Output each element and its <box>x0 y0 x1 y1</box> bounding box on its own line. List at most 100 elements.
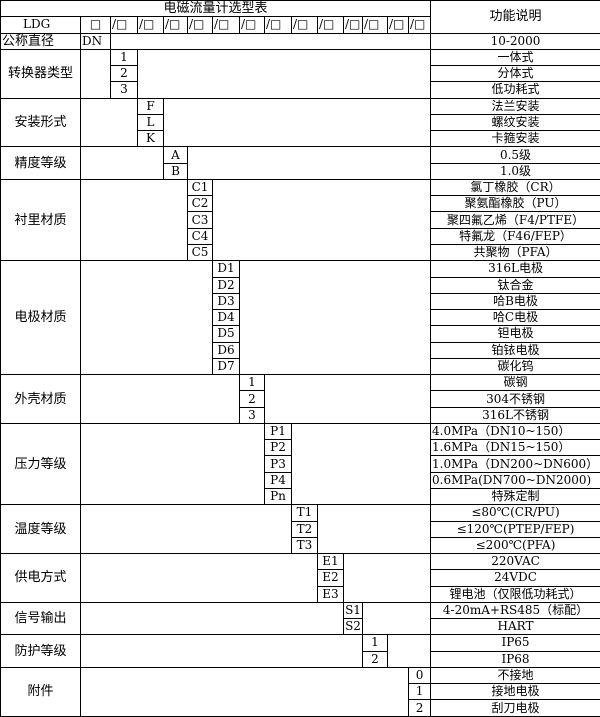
option-code: F <box>138 98 164 114</box>
option-code: K <box>138 131 164 147</box>
model-prefix: LDG <box>1 17 81 33</box>
blank-cell <box>344 554 431 603</box>
option-code: C4 <box>188 228 213 244</box>
option-code: C5 <box>188 244 213 260</box>
option-code: T2 <box>292 521 318 537</box>
option-code: D1 <box>213 261 240 277</box>
option-code: L <box>138 114 164 130</box>
model-segment-box: /□ <box>240 17 265 33</box>
option-description: ≤80℃(CR/PU) <box>431 505 600 521</box>
group-label: 附件 <box>1 667 81 716</box>
blank-cell <box>111 33 431 49</box>
model-segment-box: /□ <box>292 17 318 33</box>
option-description: 4-20mA+RS485（标配） <box>431 602 600 618</box>
option-code: 0 <box>409 667 431 683</box>
option-description: 304不锈钢 <box>431 391 600 407</box>
blank-cell <box>81 179 188 260</box>
group-label: 电极材质 <box>1 261 81 375</box>
blank-cell <box>81 602 344 635</box>
model-box: □ <box>81 17 111 33</box>
option-code: 2 <box>363 651 388 667</box>
blank-cell <box>240 261 431 375</box>
model-segment-box: /□ <box>388 17 409 33</box>
group-label: 精度等级 <box>1 147 81 180</box>
group-label: 信号输出 <box>1 602 81 635</box>
option-code: 3 <box>111 82 138 98</box>
nominal-label: 公称直径 <box>1 33 81 49</box>
function-header: 功能说明 <box>431 1 600 34</box>
group-label: 压力等级 <box>1 423 81 504</box>
option-code: B <box>164 163 188 179</box>
option-code: C2 <box>188 196 213 212</box>
option-code: E3 <box>318 586 344 602</box>
group-label: 温度等级 <box>1 505 81 554</box>
group-label: 衬里材质 <box>1 179 81 260</box>
option-code: Pn <box>265 488 292 504</box>
option-code: D3 <box>213 293 240 309</box>
option-description: 316L电极 <box>431 261 600 277</box>
group-label: 外壳材质 <box>1 375 81 424</box>
blank-cell <box>388 635 431 668</box>
nominal-row: 公称直径 DN 10-2000 <box>1 33 600 49</box>
blank-cell <box>81 505 292 554</box>
model-segment-box: /□ <box>111 17 138 33</box>
option-code: D5 <box>213 326 240 342</box>
model-segment-box: /□ <box>188 17 213 33</box>
blank-cell <box>81 98 138 147</box>
option-description: 锂电池（仅限低功耗式） <box>431 586 600 602</box>
blank-cell <box>265 375 431 424</box>
option-code: T3 <box>292 537 318 553</box>
option-description: HART <box>431 619 600 635</box>
option-code: 2 <box>240 391 265 407</box>
option-description: 220VAC <box>431 554 600 570</box>
option-description: 一体式 <box>431 49 600 65</box>
option-description: 哈B电极 <box>431 293 600 309</box>
blank-cell <box>188 147 431 180</box>
blank-cell <box>81 423 265 504</box>
option-description: IP68 <box>431 651 600 667</box>
option-description: 不接地 <box>431 667 600 683</box>
blank-cell <box>318 505 431 554</box>
blank-cell <box>138 49 431 98</box>
option-description: 碳化钨 <box>431 358 600 374</box>
option-description: 1.6MPa（DN15~150） <box>431 440 600 456</box>
option-description: 聚氨酯橡胶（PU） <box>431 196 600 212</box>
option-description: 24VDC <box>431 570 600 586</box>
option-code: D7 <box>213 358 240 374</box>
title-row: 电磁流量计选型表 功能说明 <box>1 1 600 17</box>
model-segment-box: /□ <box>164 17 188 33</box>
option-code: 2 <box>111 66 138 82</box>
option-description: 1.0级 <box>431 163 600 179</box>
option-description: 接地电极 <box>431 684 600 700</box>
option-code: D4 <box>213 310 240 326</box>
group-label: 防护等级 <box>1 635 81 668</box>
option-code: P4 <box>265 472 292 488</box>
option-code: A <box>164 147 188 163</box>
option-code: S1 <box>344 602 363 618</box>
option-description: 0.6MPa(DN700~DN2000) <box>431 472 600 488</box>
blank-cell <box>164 98 431 147</box>
option-code: T1 <box>292 505 318 521</box>
option-description: 低功耗式 <box>431 82 600 98</box>
blank-cell <box>81 667 409 716</box>
option-code: S2 <box>344 619 363 635</box>
model-segment-box: /□ <box>409 17 431 33</box>
option-description: 钽电极 <box>431 326 600 342</box>
blank-cell <box>81 554 318 603</box>
option-code: D2 <box>213 277 240 293</box>
option-description: 卡箍安装 <box>431 131 600 147</box>
option-description: 铂铱电极 <box>431 342 600 358</box>
option-code: P2 <box>265 440 292 456</box>
blank-cell <box>213 179 431 260</box>
option-description: 1.0MPa（DN200~DN600） <box>431 456 600 472</box>
blank-cell <box>292 423 431 504</box>
option-code: 3 <box>240 407 265 423</box>
option-description: 4.0MPa（DN10~150） <box>431 423 600 439</box>
